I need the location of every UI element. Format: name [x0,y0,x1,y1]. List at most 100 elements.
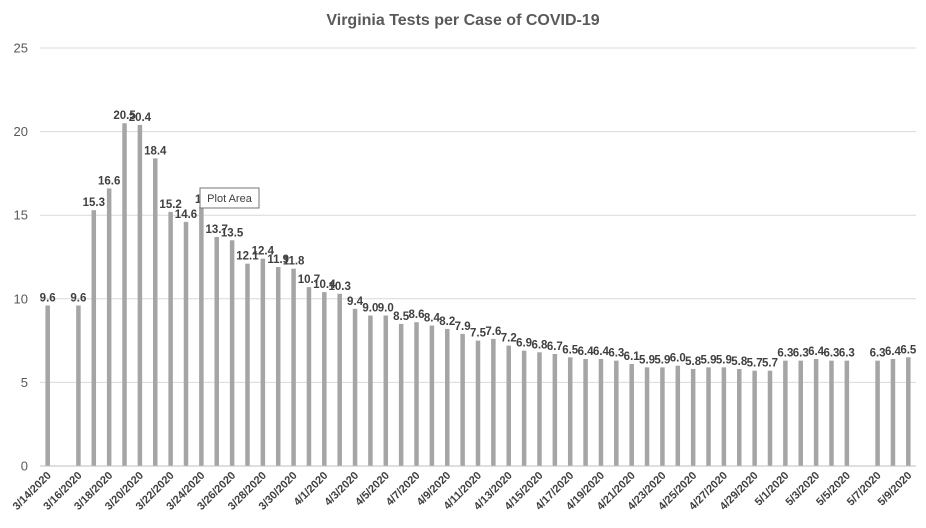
data-label: 6.5 [562,344,579,356]
data-label: 6.4 [808,346,825,358]
bar[interactable] [291,268,296,466]
bar[interactable] [45,305,50,466]
bar[interactable] [767,370,773,466]
bar[interactable] [567,357,573,466]
bar[interactable] [890,358,896,466]
bar[interactable] [106,188,112,466]
bar[interactable] [214,236,219,466]
bar[interactable] [644,367,650,466]
bar[interactable] [783,360,788,466]
data-label: 12.4 [252,246,275,258]
data-label: 5.7 [762,358,778,370]
bar[interactable] [844,360,850,466]
bar[interactable] [137,124,143,467]
bar[interactable] [183,221,189,466]
data-label: 15.2 [159,199,181,211]
data-label: 6.9 [516,338,532,350]
bar[interactable] [521,350,527,466]
data-label: 12.1 [236,251,259,263]
data-label: 7.9 [455,321,471,333]
bar[interactable] [537,352,542,466]
bar[interactable] [153,158,158,467]
bar[interactable] [552,353,558,466]
bar[interactable] [706,367,711,466]
data-label: 6.8 [531,339,548,351]
bar[interactable] [798,360,803,466]
bar[interactable] [721,367,727,466]
data-label: 10.7 [298,274,320,286]
bar[interactable] [675,365,681,466]
bar[interactable] [337,293,342,466]
y-tick-label: 10 [14,291,28,306]
bar[interactable] [275,267,281,466]
data-label: 5.9 [654,354,670,366]
x-tick-label: 5/9/2020 [876,470,915,509]
data-label: 9.6 [70,292,86,304]
bar[interactable] [122,123,127,467]
data-label: 18.4 [144,145,167,157]
bar[interactable] [737,369,742,466]
bar[interactable] [91,210,97,466]
tooltip-text: Plot Area [207,193,253,205]
y-axis-ticks: 0 5 10 15 20 25 [14,41,28,474]
bar[interactable] [306,287,312,466]
data-label: 16.6 [98,175,120,187]
bar[interactable] [506,345,511,466]
data-labels: 9.69.615.316.620.520.418.415.214.61513.7… [40,110,917,369]
data-label: 6.4 [578,346,595,358]
bar[interactable] [690,369,696,466]
bar[interactable] [906,357,911,466]
bar[interactable] [629,364,634,466]
data-label: 20.4 [129,112,152,124]
bar[interactable] [614,360,619,466]
bar[interactable] [445,328,450,466]
data-label: 7.6 [485,326,501,338]
bar[interactable] [199,206,204,466]
bar[interactable] [368,315,373,466]
bar[interactable] [475,340,481,466]
bar[interactable] [260,258,266,466]
bar[interactable] [398,323,404,466]
bar[interactable] [352,308,358,466]
bar[interactable] [168,211,173,466]
bar[interactable] [429,325,435,466]
bar[interactable] [583,358,588,466]
bar[interactable] [460,333,465,466]
bar[interactable] [414,322,419,466]
data-label: 6.4 [885,346,902,358]
data-label: 5.9 [701,354,717,366]
data-label: 10.4 [313,279,336,291]
data-label: 10.3 [328,281,350,293]
bar[interactable] [752,370,757,466]
data-label: 6.5 [900,344,917,356]
bars[interactable] [45,123,911,467]
data-label: 5.8 [731,356,748,368]
data-label: 13.5 [221,227,244,239]
bar[interactable] [813,358,819,466]
data-label: 5.8 [685,356,702,368]
data-label: 9.0 [378,303,394,315]
bar[interactable] [875,360,880,466]
bar[interactable] [229,240,235,466]
data-label: 6.3 [608,348,624,360]
y-tick-label: 5 [21,375,28,390]
data-label: 9.0 [362,303,378,315]
data-label: 6.3 [823,348,839,360]
bar[interactable] [76,305,81,466]
bar[interactable] [245,263,250,466]
data-label: 11.9 [267,254,289,266]
data-label: 8.5 [393,311,410,323]
bar[interactable] [491,338,496,466]
data-label: 8.6 [409,309,425,321]
bar[interactable] [383,315,389,466]
x-axis-ticks: 3/14/20203/16/20203/18/20203/20/20203/22… [11,470,915,513]
bar[interactable] [829,360,834,466]
bar[interactable] [660,367,665,466]
bar[interactable] [322,292,327,466]
bar[interactable] [598,358,604,466]
data-label: 6.1 [624,351,641,363]
data-label: 15.3 [83,197,105,209]
data-label: 6.3 [793,348,809,360]
chart-title: Virginia Tests per Case of COVID-19 [326,12,599,29]
